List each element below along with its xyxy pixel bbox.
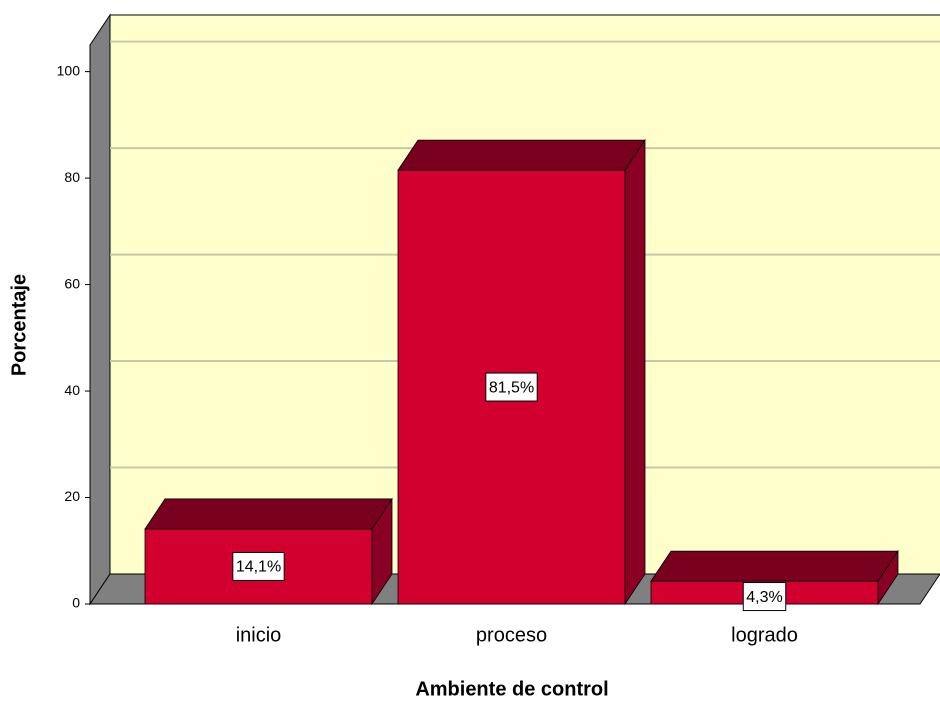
value-label-box [232,551,285,581]
y-tick-label: 20 [64,488,80,504]
left-wall [89,13,111,606]
y-tick-label: 40 [64,382,80,398]
bar [144,497,393,606]
x-tick-label: proceso [476,624,547,646]
y-tick-label: 60 [64,275,80,291]
y-tick-label: 80 [64,169,80,185]
x-tick-label: inicio [236,624,282,646]
value-label: 14,1% [236,559,281,576]
x-tick-label: logrado [731,624,798,646]
y-tick-label: 0 [72,595,80,611]
bar-top [144,498,393,530]
bar-top [650,550,899,582]
value-label-box [485,372,538,402]
value-label-box [742,582,787,612]
y-tick-label: 100 [57,62,81,78]
bar-side [624,138,646,606]
y-axis-title: Porcentaje [8,274,30,376]
value-label: 4,3% [746,589,782,606]
bars: 14,1% 81,5% 4,3% [144,138,899,612]
bar-top [397,139,646,171]
bar [397,138,646,606]
x-axis-title: Ambiente de control [415,678,608,700]
value-label: 81,5% [489,379,534,396]
